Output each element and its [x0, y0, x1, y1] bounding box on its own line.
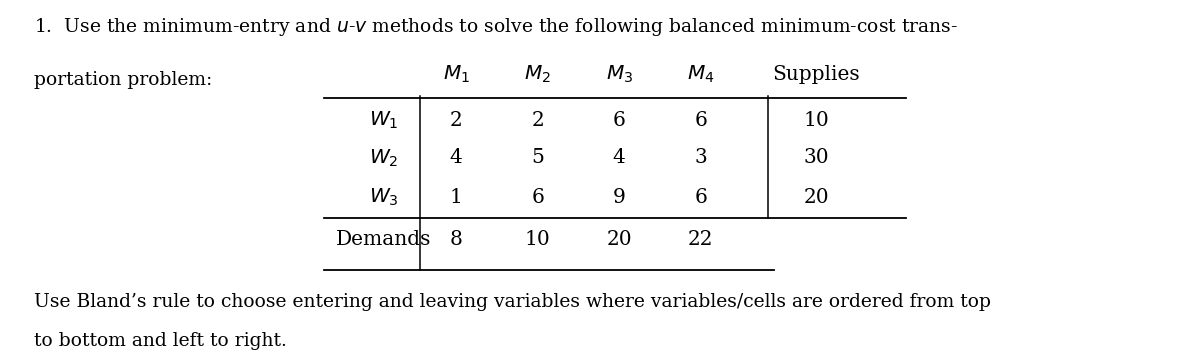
Text: 20: 20: [803, 187, 829, 207]
Text: $W_1$: $W_1$: [370, 110, 398, 131]
Text: 6: 6: [695, 187, 707, 207]
Text: 30: 30: [803, 148, 829, 168]
Text: 4: 4: [450, 148, 462, 168]
Text: 20: 20: [606, 230, 632, 249]
Text: $M_3$: $M_3$: [606, 64, 632, 85]
Text: $M_1$: $M_1$: [443, 64, 469, 85]
Text: 10: 10: [803, 111, 829, 130]
Text: $M_4$: $M_4$: [688, 64, 714, 85]
Text: 10: 10: [524, 230, 551, 249]
Text: 6: 6: [613, 111, 625, 130]
Text: 2: 2: [450, 111, 462, 130]
Text: 8: 8: [450, 230, 462, 249]
Text: $W_3$: $W_3$: [370, 186, 398, 208]
Text: $M_2$: $M_2$: [524, 64, 551, 85]
Text: 1.  Use the minimum-entry and $u$-$v$ methods to solve the following balanced mi: 1. Use the minimum-entry and $u$-$v$ met…: [34, 16, 958, 38]
Text: 4: 4: [613, 148, 625, 168]
Text: Demands: Demands: [336, 230, 432, 249]
Text: 22: 22: [688, 230, 714, 249]
Text: portation problem:: portation problem:: [34, 71, 212, 89]
Text: to bottom and left to right.: to bottom and left to right.: [34, 332, 287, 350]
Text: $W_2$: $W_2$: [370, 147, 398, 169]
Text: 9: 9: [613, 187, 625, 207]
Text: Use Bland’s rule to choose entering and leaving variables where variables/cells : Use Bland’s rule to choose entering and …: [34, 293, 991, 311]
Text: 1: 1: [450, 187, 462, 207]
Text: 2: 2: [532, 111, 544, 130]
Text: 6: 6: [532, 187, 544, 207]
Text: 5: 5: [532, 148, 544, 168]
Text: 3: 3: [695, 148, 707, 168]
Text: Supplies: Supplies: [772, 65, 860, 84]
Text: 6: 6: [695, 111, 707, 130]
